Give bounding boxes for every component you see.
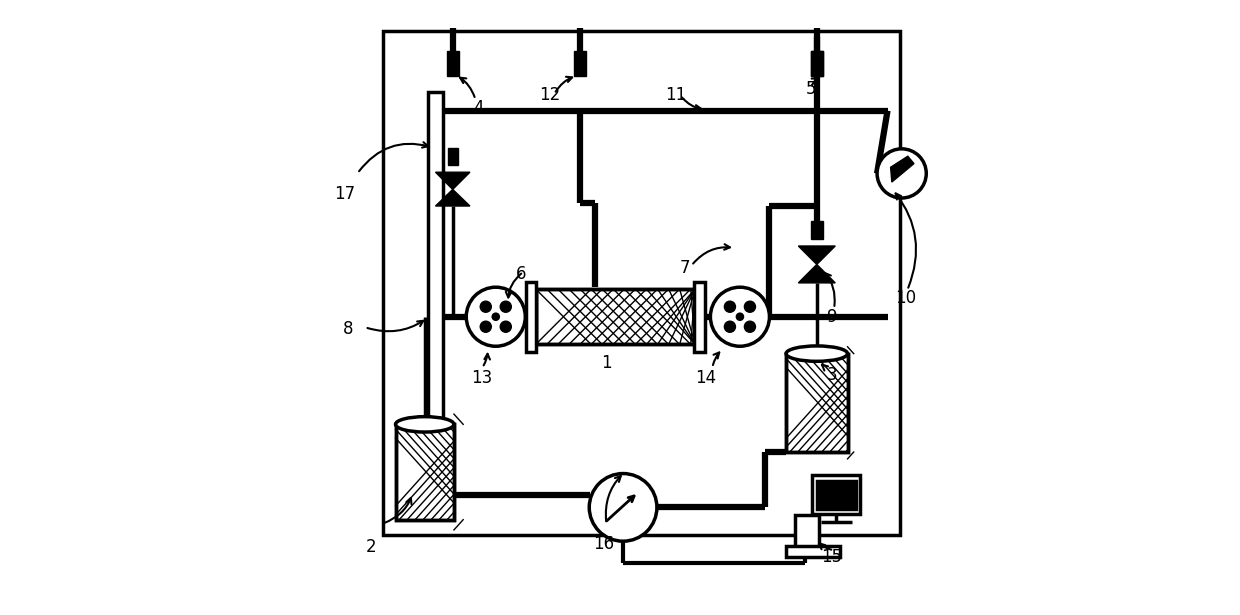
Circle shape — [480, 301, 491, 312]
Circle shape — [744, 321, 755, 332]
Circle shape — [500, 321, 511, 332]
Circle shape — [480, 321, 491, 332]
Text: 4: 4 — [474, 98, 484, 117]
Bar — [812, 475, 861, 514]
Text: 2: 2 — [366, 538, 376, 557]
Bar — [795, 515, 818, 550]
Circle shape — [589, 474, 657, 541]
Bar — [811, 221, 823, 239]
Ellipse shape — [396, 417, 454, 432]
Text: 12: 12 — [538, 86, 560, 105]
Text: 1: 1 — [601, 354, 611, 372]
Text: 15: 15 — [822, 547, 843, 566]
Circle shape — [466, 287, 526, 346]
Polygon shape — [435, 172, 470, 189]
Polygon shape — [799, 246, 836, 264]
Bar — [448, 148, 458, 165]
Circle shape — [711, 287, 770, 346]
Polygon shape — [799, 264, 836, 283]
Text: 7: 7 — [680, 258, 689, 277]
Bar — [811, 51, 823, 76]
Circle shape — [724, 321, 735, 332]
Circle shape — [744, 301, 755, 312]
Polygon shape — [890, 156, 914, 182]
Text: 8: 8 — [343, 320, 353, 338]
Text: 14: 14 — [696, 369, 717, 387]
Bar — [428, 92, 443, 418]
Circle shape — [500, 301, 511, 312]
Bar — [786, 546, 841, 557]
Text: 17: 17 — [335, 184, 356, 203]
Bar — [536, 289, 696, 344]
Bar — [817, 481, 856, 509]
Bar — [574, 51, 587, 76]
Circle shape — [724, 301, 735, 312]
Bar — [396, 424, 454, 520]
Text: 10: 10 — [895, 289, 916, 308]
Bar — [811, 51, 823, 76]
Bar — [786, 354, 848, 452]
Ellipse shape — [786, 346, 848, 362]
Text: 16: 16 — [593, 535, 614, 554]
Text: 9: 9 — [827, 308, 837, 326]
Circle shape — [877, 149, 926, 198]
Text: 13: 13 — [471, 369, 492, 387]
Bar — [396, 424, 454, 520]
Bar — [536, 289, 696, 344]
Text: 3: 3 — [827, 366, 837, 384]
Text: 11: 11 — [665, 86, 686, 105]
Bar — [526, 282, 537, 352]
Circle shape — [735, 312, 744, 321]
Bar — [786, 354, 848, 452]
Bar — [446, 51, 459, 76]
Polygon shape — [435, 189, 470, 206]
Text: 5: 5 — [806, 80, 816, 98]
Bar — [383, 31, 900, 535]
Text: 6: 6 — [516, 264, 527, 283]
Circle shape — [491, 312, 500, 321]
Bar — [694, 282, 704, 352]
